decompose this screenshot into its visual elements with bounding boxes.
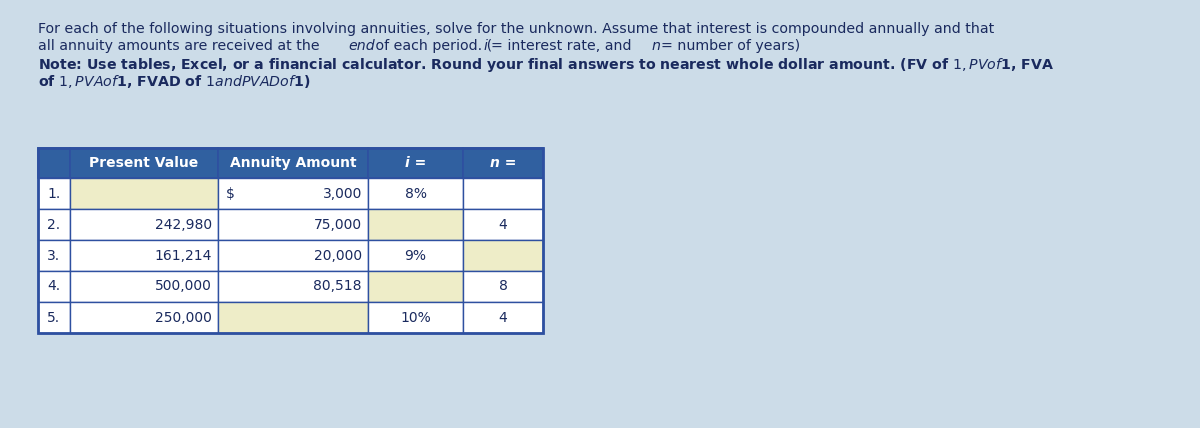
Text: Note: Use tables, Excel, or a financial calculator. Round your final answers to : Note: Use tables, Excel, or a financial … [38,56,1054,74]
Text: 20,000: 20,000 [314,249,362,262]
Text: 4.: 4. [48,279,60,294]
Text: 80,518: 80,518 [313,279,362,294]
Bar [368,148,463,178]
Bar [368,302,463,333]
Text: 161,214: 161,214 [155,249,212,262]
Bar [218,148,368,178]
Text: 2.: 2. [48,217,60,232]
Bar [218,240,368,271]
Bar [38,148,70,178]
Text: 3,000: 3,000 [323,187,362,200]
Bar [70,148,218,178]
Text: Annuity Amount: Annuity Amount [229,156,356,170]
Text: $: $ [226,187,235,200]
Bar [38,209,70,240]
Bar [463,240,542,271]
Bar [463,178,542,209]
Text: 4: 4 [499,310,508,324]
Text: 250,000: 250,000 [155,310,212,324]
Text: all annuity amounts are received at the: all annuity amounts are received at the [38,39,324,53]
Bar [463,209,542,240]
Text: 8: 8 [498,279,508,294]
Text: For each of the following situations involving annuities, solve for the unknown.: For each of the following situations inv… [38,22,995,36]
Bar [38,302,70,333]
Text: = number of years): = number of years) [661,39,800,53]
Text: of each period. (: of each period. ( [371,39,492,53]
Bar [70,271,218,302]
Text: = interest rate, and: = interest rate, and [491,39,636,53]
Bar [38,178,70,209]
Bar [38,271,70,302]
Bar [368,271,463,302]
Text: 10%: 10% [400,310,431,324]
Bar [368,209,463,240]
Text: 242,980: 242,980 [155,217,212,232]
Text: 75,000: 75,000 [314,217,362,232]
Text: of $1, PVA of $1, FVAD of $1 and PVAD of $1): of $1, PVA of $1, FVAD of $1 and PVAD of… [38,73,311,90]
Bar [463,148,542,178]
Bar [218,271,368,302]
Text: 500,000: 500,000 [155,279,212,294]
Text: n: n [652,39,661,53]
Text: n =: n = [490,156,516,170]
Bar [218,209,368,240]
Text: 9%: 9% [404,249,426,262]
Text: 8%: 8% [404,187,426,200]
Text: Present Value: Present Value [89,156,199,170]
Bar [38,240,70,271]
Bar [218,178,368,209]
Bar [38,148,542,333]
Bar [368,240,463,271]
Bar [218,302,368,333]
Text: end: end [348,39,374,53]
Bar [368,178,463,209]
Text: i =: i = [404,156,426,170]
Text: 3.: 3. [48,249,60,262]
Text: 5.: 5. [48,310,60,324]
Bar [38,148,542,333]
Text: 4: 4 [499,217,508,232]
Bar [70,178,218,209]
Text: 1.: 1. [47,187,61,200]
Text: i: i [482,39,487,53]
Bar [70,240,218,271]
Bar [70,302,218,333]
Bar [463,271,542,302]
Bar [70,209,218,240]
Bar [463,302,542,333]
